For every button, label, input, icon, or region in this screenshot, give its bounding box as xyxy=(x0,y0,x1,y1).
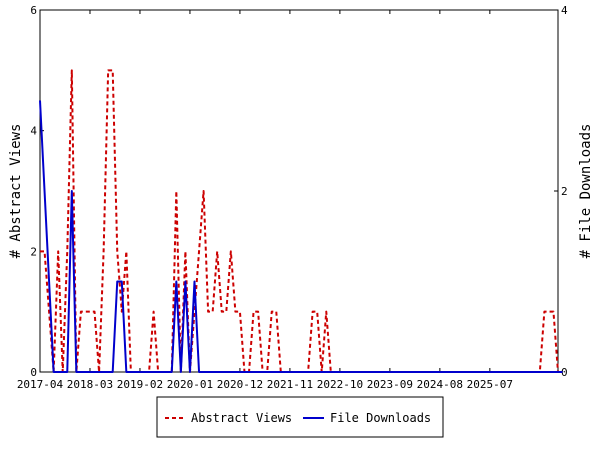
y-right-tick-label-2: 2 xyxy=(561,185,568,198)
x-tick-label-2020-12: 2020-12 xyxy=(217,378,263,391)
y-axis-left-title: # Abstract Views xyxy=(8,124,24,259)
legend: Abstract Views File Downloads xyxy=(156,396,444,438)
x-tick-label-2019-02: 2019-02 xyxy=(117,378,163,391)
x-tick-label-2020-01: 2020-01 xyxy=(167,378,213,391)
x-tick-label-2018-03: 2018-03 xyxy=(67,378,113,391)
legend-box xyxy=(156,396,444,438)
y-left-tick-label-6: 6 xyxy=(30,4,37,17)
x-tick-label-2022-10: 2022-10 xyxy=(317,378,363,391)
x-tick-label-2017-04: 2017-04 xyxy=(17,378,64,391)
y-right-tick-label-0: 0 xyxy=(561,366,568,379)
chart-marks: 2017-04 2018-03 2019-02 2020-01 2020-12 2021-… xyxy=(17,4,568,391)
x-tick-label-2023-09: 2023-09 xyxy=(367,378,413,391)
y-left-tick-label-0: 0 xyxy=(30,366,37,379)
legend-label-abstract-views: Abstract Views xyxy=(191,411,292,425)
y-right-tick-label-4: 4 xyxy=(561,4,568,17)
x-tick-label-2021-11: 2021-11 xyxy=(267,378,313,391)
x-tick-label-2025-07: 2025-07 xyxy=(467,378,513,391)
y-left-tick-label-4: 4 xyxy=(30,125,37,138)
plot-area xyxy=(39,9,559,373)
y-axis-right-title: # File Downloads xyxy=(578,124,594,259)
x-tick-label-2024-08: 2024-08 xyxy=(417,378,463,391)
legend-label-file-downloads: File Downloads xyxy=(330,411,431,425)
series-line-file-downloads xyxy=(39,100,563,373)
y-left-tick-label-2: 2 xyxy=(30,245,37,258)
